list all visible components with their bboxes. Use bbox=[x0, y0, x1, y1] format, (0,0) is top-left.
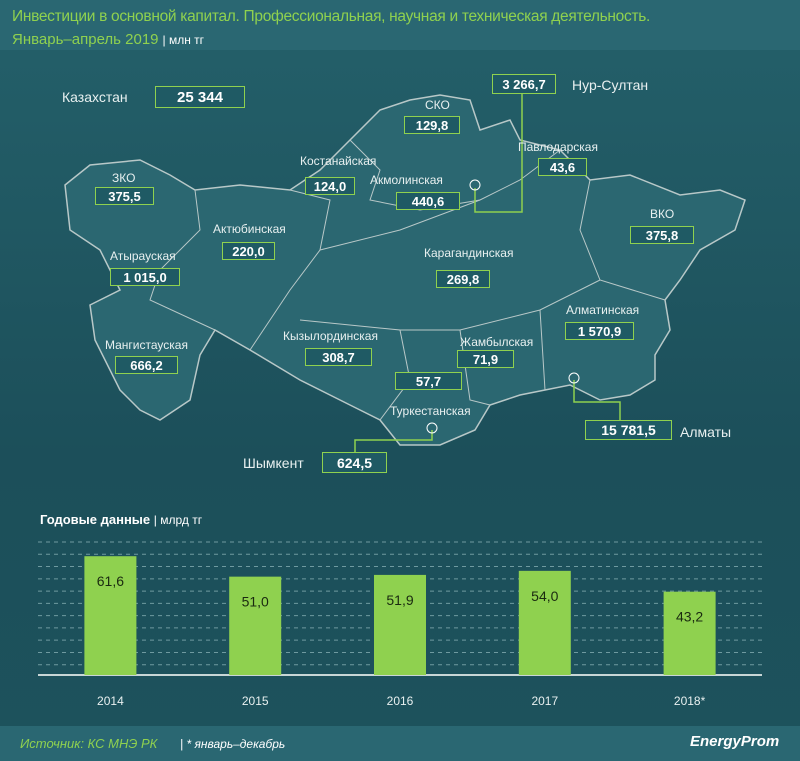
total-label: Казахстан bbox=[62, 89, 128, 105]
region-label-akmola: Акмолинская bbox=[370, 173, 443, 187]
bar-2018* bbox=[663, 591, 716, 675]
bar-value-label: 54,0 bbox=[531, 588, 558, 604]
header-band bbox=[0, 0, 800, 50]
source: Источник: КС МНЭ РК bbox=[20, 736, 158, 751]
bar-2014 bbox=[84, 556, 137, 675]
x-tick-label: 2017 bbox=[531, 694, 558, 708]
region-value-sko: 129,8 bbox=[404, 116, 460, 134]
bar-value-label: 61,6 bbox=[97, 573, 124, 589]
chart-title: Годовые данные | млрд тг bbox=[40, 512, 202, 527]
region-value-zko: 375,5 bbox=[95, 187, 154, 205]
region-value-karaganda: 269,8 bbox=[436, 270, 490, 288]
region-borders bbox=[149, 139, 666, 421]
city-label-shymkent: Шымкент bbox=[243, 455, 304, 471]
nur-sultan-marker bbox=[469, 179, 481, 191]
city-value-shymkent: 624,5 bbox=[322, 452, 387, 473]
region-label-almaty-region: Алматинская bbox=[566, 303, 640, 317]
region-value-almaty-region: 1 570,9 bbox=[565, 322, 634, 340]
region-label-kyzylorda: Кызылординская bbox=[283, 329, 378, 343]
region-value-atyrau: 1 015,0 bbox=[110, 268, 180, 286]
region-value-aktobe: 220,0 bbox=[222, 242, 275, 260]
almaty-marker bbox=[568, 372, 580, 384]
region-value-vko: 375,8 bbox=[630, 226, 694, 244]
city-value-almaty: 15 781,5 bbox=[585, 420, 672, 440]
footnote: | * январь–декабрь bbox=[180, 737, 286, 751]
unit: | млн тг bbox=[162, 33, 205, 47]
region-value-kyzylorda: 308,7 bbox=[305, 348, 372, 366]
shymkent-marker bbox=[426, 422, 438, 434]
energyprom-logo: EnergyProm bbox=[690, 733, 780, 750]
region-label-zhambyl: Жамбылская bbox=[460, 335, 534, 349]
period: Январь–апрель 2019 bbox=[12, 31, 159, 48]
subtitle: Январь–апрель 2019 | млн тг bbox=[12, 31, 204, 48]
x-tick-label: 2018* bbox=[674, 694, 706, 708]
city-label-nur-sultan: Нур-Султан bbox=[572, 77, 649, 93]
country-outline bbox=[64, 94, 746, 446]
bar-value-label: 43,2 bbox=[676, 609, 703, 625]
x-tick-label: 2015 bbox=[242, 694, 269, 708]
region-value-turkestan: 57,7 bbox=[395, 372, 462, 390]
region-value-mangystau: 666,2 bbox=[115, 356, 178, 374]
chart-unit: | млрд тг bbox=[153, 513, 203, 527]
kazakhstan-map bbox=[64, 94, 746, 452]
city-label-almaty: Алматы bbox=[680, 424, 732, 440]
region-value-akmola: 440,6 bbox=[396, 192, 460, 210]
bar-2017 bbox=[518, 570, 571, 675]
x-tick-label: 2016 bbox=[387, 694, 414, 708]
bar-value-label: 51,0 bbox=[242, 594, 269, 610]
bar-value-label: 51,9 bbox=[386, 592, 413, 608]
region-value-pavlodar: 43,6 bbox=[538, 158, 587, 176]
bar-2015 bbox=[229, 576, 282, 675]
total-value: 25 344 bbox=[155, 86, 245, 108]
region-label-mangystau: Мангистауская bbox=[105, 338, 188, 352]
x-tick-label: 2014 bbox=[97, 694, 124, 708]
chart-title-text: Годовые данные bbox=[40, 512, 151, 527]
region-label-karaganda: Карагандинская bbox=[424, 246, 514, 260]
region-label-vko: ВКО bbox=[650, 207, 675, 221]
leader-lines bbox=[354, 94, 621, 452]
region-label-aktobe: Актюбинская bbox=[213, 222, 286, 236]
region-label-pavlodar: Павлодарская bbox=[518, 140, 598, 154]
footer-band bbox=[0, 726, 800, 761]
region-label-zko: ЗКО bbox=[112, 171, 136, 185]
city-value-nur-sultan: 3 266,7 bbox=[492, 74, 556, 94]
region-value-kostanay: 124,0 bbox=[305, 177, 355, 195]
region-label-kostanay: Костанайская bbox=[300, 154, 377, 168]
region-label-turkestan: Туркестанская bbox=[390, 404, 471, 418]
region-label-atyrau: Атырауская bbox=[110, 249, 176, 263]
page-title: Инвестиции в основной капитал. Профессио… bbox=[12, 8, 651, 25]
region-label-sko: СКО bbox=[425, 98, 450, 112]
bar-2016 bbox=[374, 574, 426, 675]
region-value-zhambyl: 71,9 bbox=[457, 350, 514, 368]
